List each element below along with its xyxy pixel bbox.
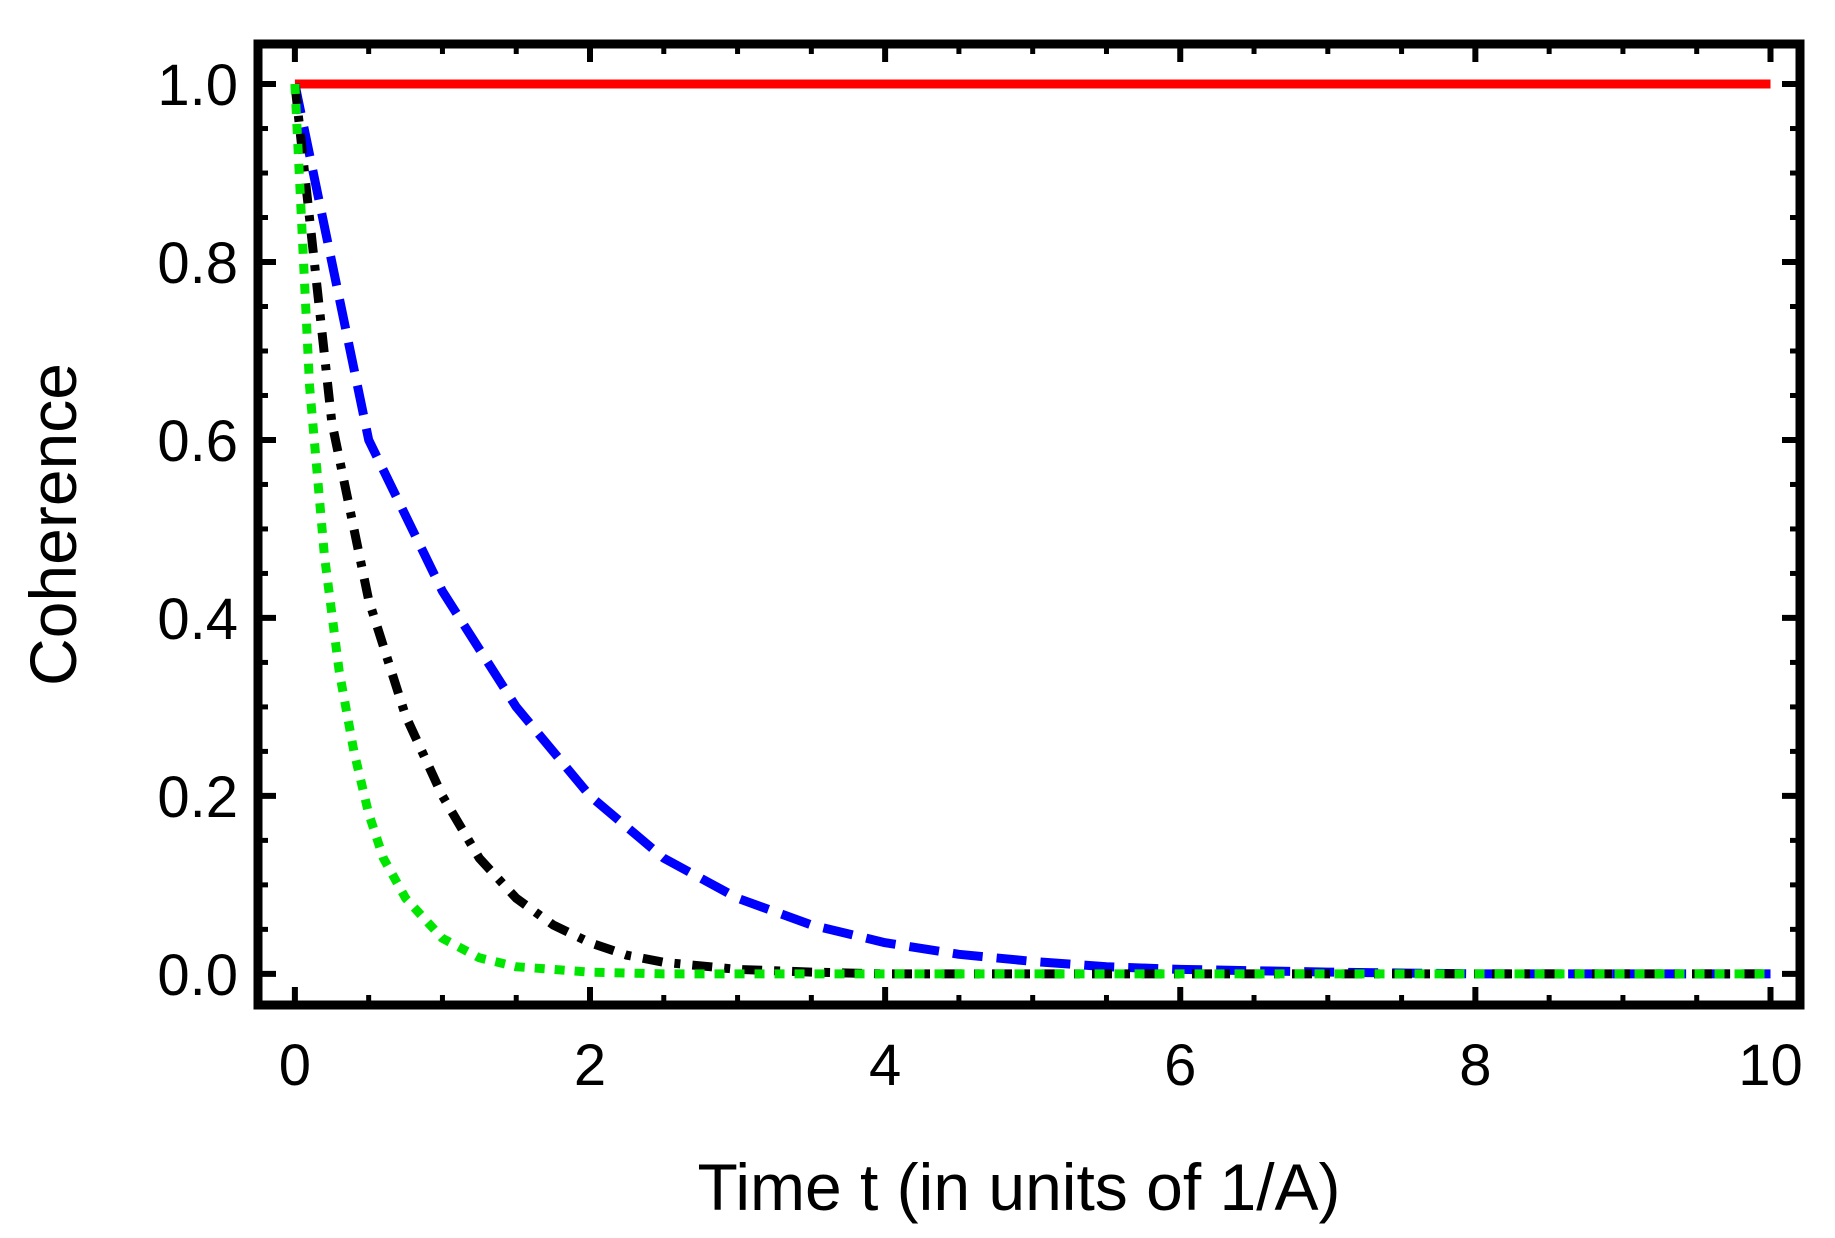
y-tick-label: 1.0 (157, 53, 238, 118)
x-tick-label: 2 (574, 1033, 606, 1098)
x-tick-label: 0 (279, 1033, 311, 1098)
x-tick-label: 8 (1459, 1033, 1491, 1098)
x-tick-label: 10 (1738, 1033, 1803, 1098)
x-axis-label: Time t (in units of 1/A) (697, 1150, 1340, 1224)
series-line-3 (290, 83, 1771, 979)
y-tick-label: 0.8 (157, 231, 238, 296)
tick-layer (258, 44, 1800, 1005)
series-line-2 (290, 83, 1771, 979)
y-tick-label: 0.6 (157, 409, 238, 474)
x-tick-label: 6 (1164, 1033, 1196, 1098)
series-line-4 (290, 83, 1771, 979)
y-tick-label: 0.4 (157, 587, 238, 652)
label-layer: 0 2 4 6 8 10 0.0 0.2 0.4 0.6 0.8 1.0 (157, 53, 1802, 1098)
y-tick-label: 0.2 (157, 765, 238, 830)
y-axis-label: Coherence (16, 363, 90, 686)
series-layer (290, 79, 1771, 979)
plot-frame (253, 39, 1805, 1010)
x-tick-label: 4 (869, 1033, 901, 1098)
y-tick-label: 0.0 (157, 943, 238, 1008)
